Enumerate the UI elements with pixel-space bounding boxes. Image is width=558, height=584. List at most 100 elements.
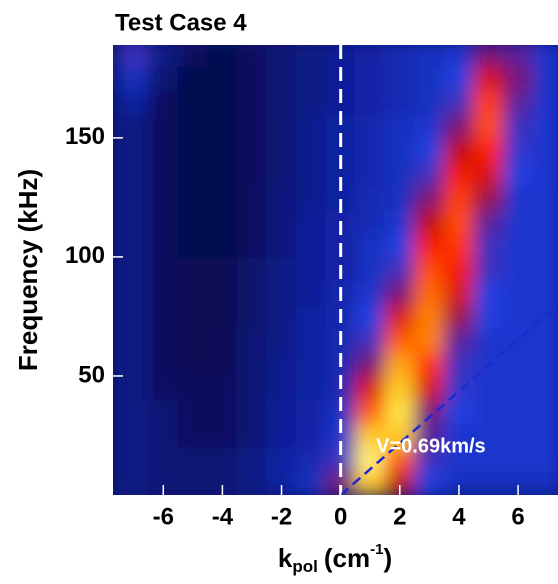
heatmap-cell (473, 327, 504, 353)
heatmap-cell (532, 208, 558, 234)
heatmap-cell (118, 327, 149, 353)
heatmap-cell (502, 256, 534, 282)
heatmap-cell (236, 45, 268, 67)
heatmap-cell (266, 184, 297, 210)
heatmap-cell (177, 470, 209, 495)
heatmap-cell (118, 208, 149, 234)
heatmap-cell (502, 89, 534, 115)
heatmap-cell (177, 161, 209, 186)
heatmap-cell (473, 208, 504, 234)
heatmap-cell (473, 161, 504, 186)
heatmap-cell (414, 161, 445, 186)
heatmap-cell (473, 184, 504, 210)
heatmap-cell (177, 184, 209, 210)
heatmap-cell (532, 65, 558, 91)
heatmap-cell (473, 45, 504, 67)
heatmap-cell (354, 184, 386, 210)
heatmap-cell (236, 470, 268, 495)
heatmap-cell (473, 137, 504, 163)
heatmap-cell (236, 184, 268, 210)
heatmap-cell (236, 137, 268, 163)
heatmap-cell (118, 137, 149, 163)
heatmap-cell (384, 184, 416, 210)
heatmap-cell (207, 423, 238, 448)
heatmap-cell (147, 161, 179, 186)
heatmap-cell (414, 113, 445, 139)
heatmap-cell (177, 208, 209, 234)
axes: -6 -4 -2 0 2 4 6 50 100 150 (65, 123, 525, 530)
x-label-close: ) (383, 543, 392, 573)
heatmap-cell (266, 89, 297, 115)
heatmap-cell (354, 89, 386, 115)
heatmap-cell (266, 65, 297, 91)
heatmap-cell (473, 470, 504, 495)
heatmap-cell (118, 470, 149, 495)
heatmap-cell (473, 304, 504, 329)
heatmap-cell (295, 208, 327, 234)
heatmap-cell (473, 113, 504, 139)
heatmap-cell (354, 45, 386, 67)
heatmap-cell (532, 399, 558, 425)
heatmap-cell (473, 65, 504, 91)
heatmap-cell (532, 375, 558, 401)
heatmap-cell (414, 208, 445, 234)
heatmap-cell (443, 232, 475, 258)
heatmap-cell (207, 137, 238, 163)
heatmap-cell (295, 351, 327, 377)
heatmap-cell (147, 327, 179, 353)
y-tick-label: 150 (65, 123, 105, 150)
heatmap-cell (354, 327, 386, 353)
plot-area: V=0.69km/s (113, 45, 558, 495)
heatmap-cell (266, 208, 297, 234)
heatmap-cell (295, 304, 327, 329)
heatmap-cell (532, 256, 558, 282)
heatmap-cell (177, 446, 209, 472)
heatmap-cell (147, 137, 179, 163)
heatmap-cell (295, 256, 327, 282)
heatmap-cell (207, 45, 238, 67)
heatmap-cell (502, 375, 534, 401)
y-tick-label: 100 (65, 242, 105, 269)
heatmap-cell (532, 232, 558, 258)
heatmap-cell (443, 327, 475, 353)
heatmap-cell (118, 280, 149, 306)
heatmap-cell (177, 423, 209, 448)
heatmap-cell (502, 399, 534, 425)
heatmap-cell (532, 45, 558, 67)
heatmap-cell (443, 304, 475, 329)
heatmap-cell (502, 184, 534, 210)
heatmap-cell (473, 280, 504, 306)
heatmap-cell (207, 304, 238, 329)
heatmap-cell (473, 232, 504, 258)
heatmap-cell (532, 137, 558, 163)
heatmap-cell (354, 423, 386, 448)
heatmap-cell (295, 137, 327, 163)
heatmap-cell (295, 232, 327, 258)
x-tick-label: -4 (212, 503, 234, 530)
heatmap-cell (207, 232, 238, 258)
heatmap-cell (236, 280, 268, 306)
heatmap-cell (177, 232, 209, 258)
heatmap-cell (177, 327, 209, 353)
heatmap-cell (177, 351, 209, 377)
heatmap-cell (443, 65, 475, 91)
heatmap-cell (532, 184, 558, 210)
heatmap-cell (118, 65, 149, 91)
heatmap-cell (502, 446, 534, 472)
heatmap-cell (473, 423, 504, 448)
heatmap-cell (236, 327, 268, 353)
heatmap-cell (147, 113, 179, 139)
heatmap-cell (295, 113, 327, 139)
x-tick-label: 6 (511, 503, 524, 530)
heatmap-cell (207, 375, 238, 401)
heatmap-cell (354, 399, 386, 425)
heatmap-cell (443, 89, 475, 115)
heatmap-cell (236, 256, 268, 282)
heatmap-cell (236, 423, 268, 448)
heatmap-cell (236, 113, 268, 139)
heatmap-cell (443, 45, 475, 67)
heatmap-cell (384, 399, 416, 425)
heatmap-cell (177, 45, 209, 67)
heatmap-cell (532, 470, 558, 495)
heatmap-cell (295, 327, 327, 353)
